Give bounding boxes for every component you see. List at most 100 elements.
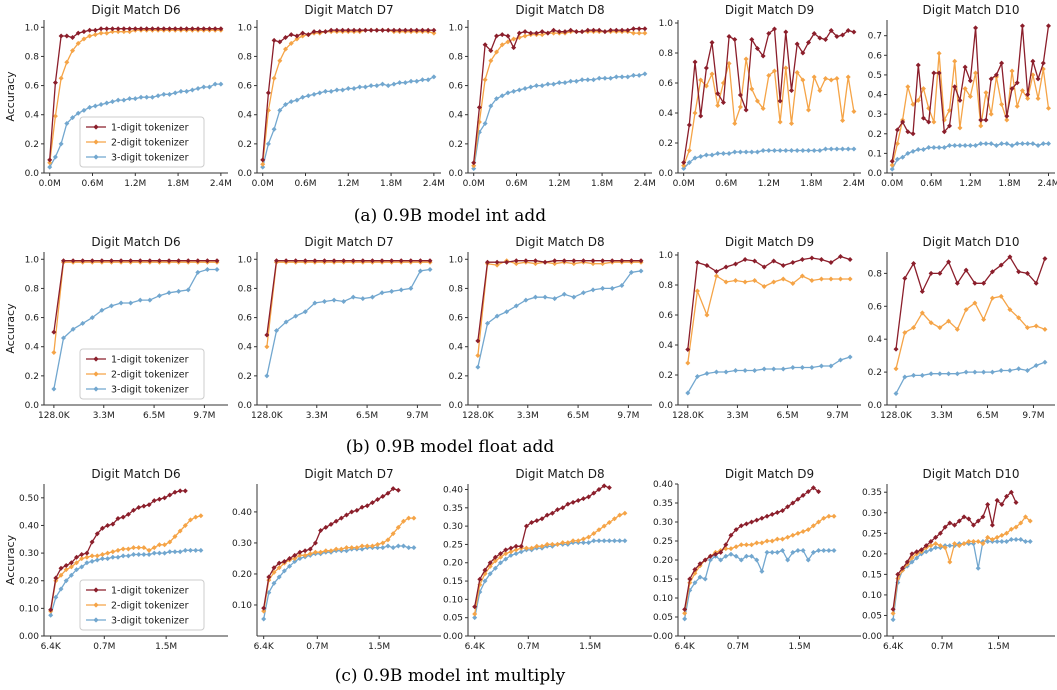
data-point (136, 551, 142, 557)
data-point (946, 371, 952, 377)
y-tick-label: 0.2 (659, 371, 673, 381)
data-point (1018, 520, 1024, 526)
data-point (508, 545, 514, 551)
data-point (1025, 141, 1031, 147)
x-tick-label: 128.0K (38, 411, 71, 421)
data-point (544, 512, 550, 518)
x-tick-label: 1.2M (124, 179, 146, 189)
data-point (985, 502, 991, 508)
data-point (494, 259, 500, 265)
data-point (596, 527, 602, 533)
data-point (115, 516, 121, 522)
data-point (981, 316, 987, 322)
data-point (928, 270, 934, 276)
data-point (206, 26, 212, 32)
data-point (823, 146, 829, 152)
data-point (389, 258, 395, 264)
data-point (300, 30, 306, 36)
data-point (51, 329, 57, 335)
chart-title: Digit Match D10 (923, 235, 1020, 249)
data-point (533, 30, 539, 36)
series-3-digit (682, 548, 837, 622)
x-tick-label: 0.0M (881, 179, 903, 189)
data-point (967, 94, 973, 99)
data-point (707, 557, 713, 563)
data-point (998, 262, 1004, 268)
data-point (761, 284, 767, 289)
data-point (769, 511, 775, 517)
data-point (115, 554, 121, 560)
data-point (508, 552, 514, 558)
data-point (539, 516, 545, 522)
data-point (292, 552, 298, 558)
data-point (600, 285, 606, 291)
data-point (390, 486, 396, 492)
y-tick-label: 0.6 (25, 82, 40, 92)
data-point (555, 541, 561, 547)
y-tick-label: 0.2 (659, 139, 673, 149)
data-point (799, 365, 805, 370)
data-point (1022, 514, 1028, 520)
data-point (549, 541, 555, 547)
y-tick-label: 0.6 (868, 51, 883, 61)
data-point (417, 268, 423, 274)
data-point (999, 141, 1005, 147)
series-2-digit (889, 50, 1051, 168)
y-tick-label: 0.0 (238, 169, 253, 179)
data-point (920, 115, 926, 121)
data-point (817, 35, 823, 41)
data-point (828, 146, 834, 152)
data-point (766, 31, 772, 36)
data-point (94, 557, 100, 563)
data-point (99, 307, 105, 313)
x-tick-label: 2.4M (634, 179, 656, 189)
data-point (926, 145, 932, 150)
x-tick-label: 1.2M (959, 179, 981, 189)
data-point (505, 90, 511, 96)
data-point (902, 275, 908, 281)
data-point (738, 523, 744, 529)
data-point (975, 518, 981, 524)
data-point (591, 77, 597, 83)
data-point (81, 36, 87, 42)
data-point (87, 33, 93, 39)
data-point (414, 78, 420, 84)
data-point (818, 276, 824, 282)
data-point (362, 84, 368, 90)
data-point (713, 551, 719, 557)
x-tick-label: 6.5M (143, 411, 165, 421)
data-point (794, 148, 800, 153)
data-point (702, 557, 708, 563)
data-point (369, 294, 375, 300)
data-point (204, 266, 210, 272)
data-point (419, 77, 425, 83)
data-point (642, 30, 648, 36)
data-point (411, 545, 417, 551)
data-point (374, 83, 380, 89)
data-point (539, 543, 545, 549)
data-point (759, 540, 765, 546)
data-point (182, 547, 188, 553)
data-point (110, 521, 116, 527)
data-point (398, 287, 404, 293)
data-point (970, 539, 976, 545)
y-tick-label: 0.20 (232, 570, 252, 580)
data-point (630, 72, 636, 78)
data-point (687, 576, 693, 582)
data-point (1022, 539, 1028, 545)
data-point (74, 554, 80, 560)
data-point (790, 549, 796, 555)
data-point (70, 48, 76, 54)
data-point (946, 318, 952, 324)
chart-panel-a-1: Digit Match D6 0.0 0.2 0.4 0.6 0.8 1.0 0.0M 0.6M… (4, 3, 232, 189)
x-tick-label: 6.5M (356, 411, 378, 421)
y-tick-label: 0.4 (238, 111, 253, 121)
data-point (1025, 95, 1031, 101)
data-point (600, 258, 606, 264)
data-point (962, 86, 968, 92)
y-tick-label: 0.6 (868, 302, 883, 312)
chart-title: Digit Match D6 (91, 235, 180, 249)
series-1-digit (682, 485, 822, 612)
data-point (752, 278, 758, 283)
